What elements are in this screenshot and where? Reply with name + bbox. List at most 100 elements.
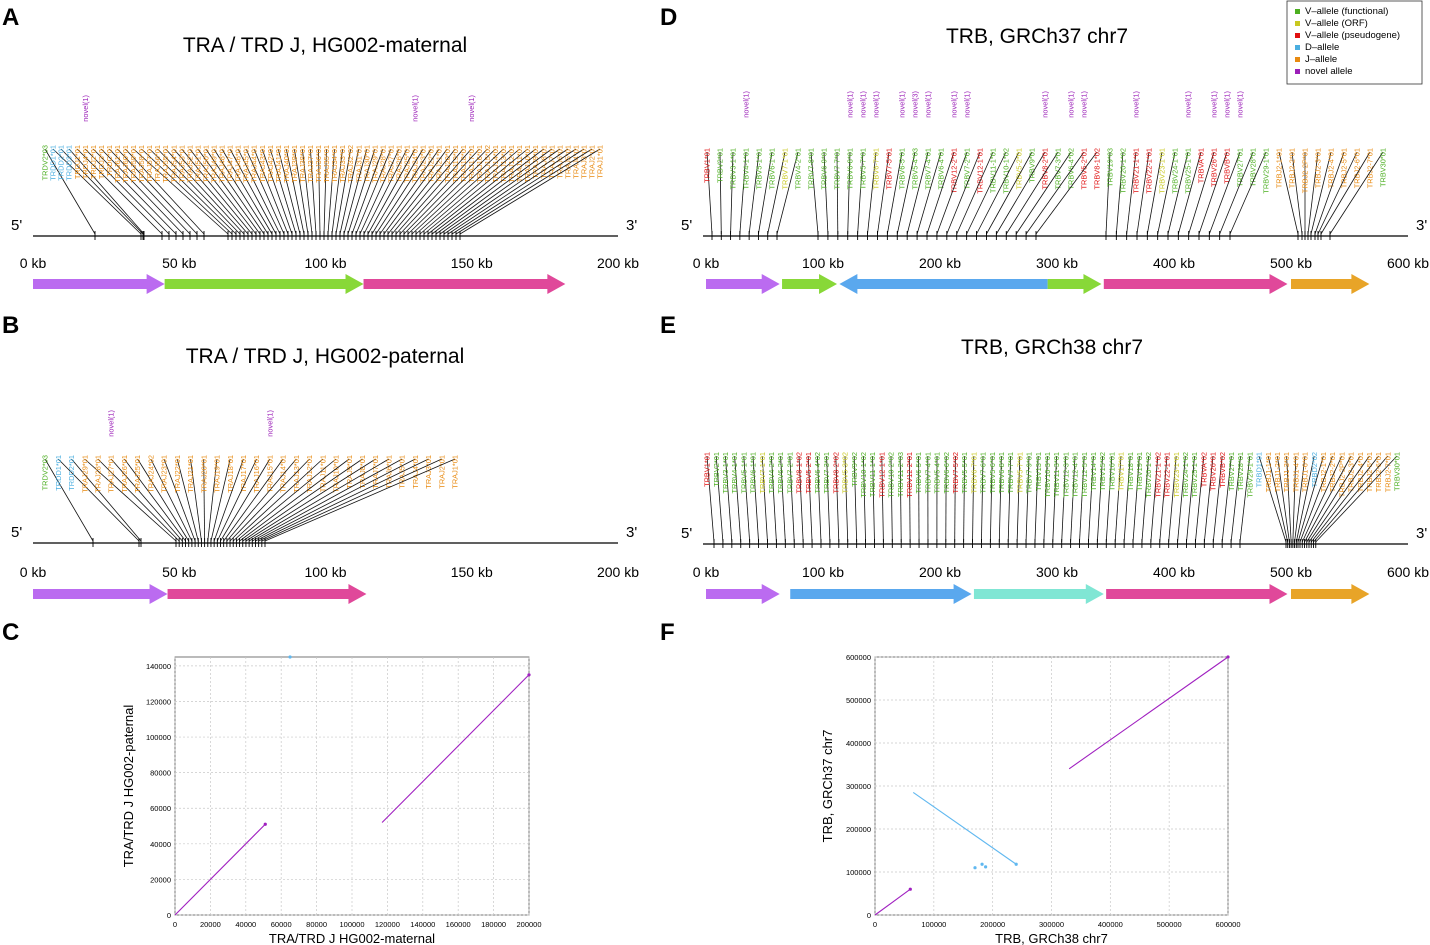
connector-line	[1306, 455, 1361, 543]
connector-line	[163, 458, 196, 542]
legend-label: novel allele	[1305, 66, 1353, 77]
connector-line	[1150, 455, 1159, 543]
gene-label: TRBV23-1*01	[1172, 452, 1181, 498]
gene-label: TRAJ34*01	[330, 145, 339, 183]
scale-label: 0 kb	[693, 255, 720, 271]
connector-line	[1292, 455, 1297, 543]
connector-line	[1267, 455, 1289, 543]
gene-label: TRBV4-2*01	[794, 148, 803, 190]
connector-line	[1177, 151, 1202, 235]
gene-label: TRBV17*01	[1117, 452, 1126, 491]
connector-line	[203, 458, 206, 542]
gene-label: TRBV5-3*02	[841, 452, 850, 494]
gene-label: TRDJ2*01	[89, 145, 98, 179]
gene-label: TRAJ21*01	[186, 455, 195, 493]
connector-line	[76, 148, 163, 235]
connector-line	[1141, 455, 1149, 543]
gene-label: TRAJ52*01	[185, 145, 194, 183]
connector-line	[719, 151, 722, 235]
connector-line	[347, 148, 376, 235]
gene-label: TRAJ12*01	[507, 145, 516, 183]
connector-line	[886, 151, 903, 235]
gene-label: TRBJ2-2P*01	[1337, 452, 1346, 497]
connector-line	[84, 458, 177, 542]
connector-line	[318, 148, 321, 235]
gene-label: TRBV6-1*01	[768, 148, 777, 190]
connector-line	[1221, 455, 1232, 543]
gene-label: TRBV10-1*02	[1002, 148, 1011, 194]
gene-label: TRDD2*01	[57, 145, 66, 181]
y-tick-label: 60000	[150, 804, 171, 813]
novel-allele-label: novel(1)	[898, 91, 907, 118]
panel-letter: E	[660, 312, 676, 339]
gene-label: TRBV19*03	[1106, 148, 1115, 187]
gene-label: TRDJ4*01	[81, 145, 90, 179]
gene-label: TRBV4-1*01	[742, 148, 751, 190]
cluster-arrow	[164, 274, 364, 294]
gene-label: TRBV7-1*01	[781, 148, 790, 190]
gene-label: TRAJ8*01	[539, 145, 548, 179]
connector-line	[771, 455, 777, 543]
gene-label: TRBV6-8*01	[846, 148, 855, 190]
gene-label: TRBV7-3*01	[822, 452, 831, 494]
gene-label: TRBV24-1*01	[1171, 148, 1180, 194]
connector-line	[835, 455, 840, 543]
gene-label: TRBV7-8*01	[807, 148, 816, 190]
connector-line	[981, 455, 984, 543]
connector-line	[1208, 151, 1241, 235]
gene-label: TRAJ9*01	[345, 455, 354, 489]
connector-line	[277, 148, 301, 235]
connector-line	[1277, 455, 1290, 543]
connector-line	[1035, 151, 1098, 235]
connector-line	[817, 455, 822, 543]
five-prime-label: 5'	[681, 525, 692, 542]
connector-line	[165, 148, 245, 235]
gene-label: TRBV27*01	[1227, 452, 1236, 491]
connector-line	[443, 148, 569, 235]
connector-line	[1299, 455, 1333, 543]
connector-line	[431, 148, 544, 235]
gene-label: TRBJ2-2P*01	[1301, 148, 1310, 193]
gene-label: TRBV7-7*01	[1006, 452, 1015, 494]
gene-label: TRBJ1-3*01	[1282, 452, 1291, 492]
gene-label: TRAJ1*01	[596, 145, 605, 179]
legend-box	[1286, 0, 1423, 85]
gene-label: TRDD2*01	[67, 455, 76, 491]
x-tick-label: 500000	[1157, 920, 1182, 929]
gene-label: TRBV7-6*01	[979, 452, 988, 494]
panel-letter: D	[660, 4, 677, 31]
connector-line	[1105, 455, 1113, 543]
scale-label: 500 kb	[1270, 564, 1312, 580]
connector-line	[725, 455, 733, 543]
connector-line	[730, 151, 734, 235]
connector-line	[966, 151, 1007, 235]
connector-line	[391, 148, 464, 235]
gene-label: TRBV21-1*02	[1153, 452, 1162, 498]
connector-line	[890, 455, 893, 543]
gene-label: TRBJ2-2*01	[1328, 452, 1337, 492]
scale-label: 150 kb	[451, 255, 493, 271]
panel-letter: F	[660, 619, 675, 646]
gene-label: TRDD3*01	[65, 145, 74, 181]
gene-label: TRBV4-2*01	[767, 452, 776, 494]
connector-line	[752, 455, 759, 543]
y-tick-label: 20000	[150, 875, 171, 884]
connector-line	[1016, 455, 1021, 543]
connector-line	[157, 148, 241, 235]
gene-label: TRBV7-7*01	[833, 148, 842, 190]
five-prime-label: 5'	[11, 217, 22, 234]
connector-line	[415, 148, 512, 235]
cluster-arrow	[1291, 274, 1370, 294]
gene-label: TRBJ2-6*01	[1374, 452, 1383, 492]
panel-letter: B	[2, 312, 19, 339]
gene-label: TRBV7-9*01	[1025, 452, 1034, 494]
scale-label: 100 kb	[802, 564, 844, 580]
connector-line	[301, 148, 313, 235]
connector-line	[71, 458, 142, 542]
connector-line	[213, 148, 269, 235]
connector-line	[1310, 151, 1332, 235]
connector-line	[1007, 455, 1011, 543]
y-tick-label: 100000	[846, 868, 871, 877]
connector-line	[1304, 455, 1352, 543]
connector-line	[1146, 151, 1163, 235]
